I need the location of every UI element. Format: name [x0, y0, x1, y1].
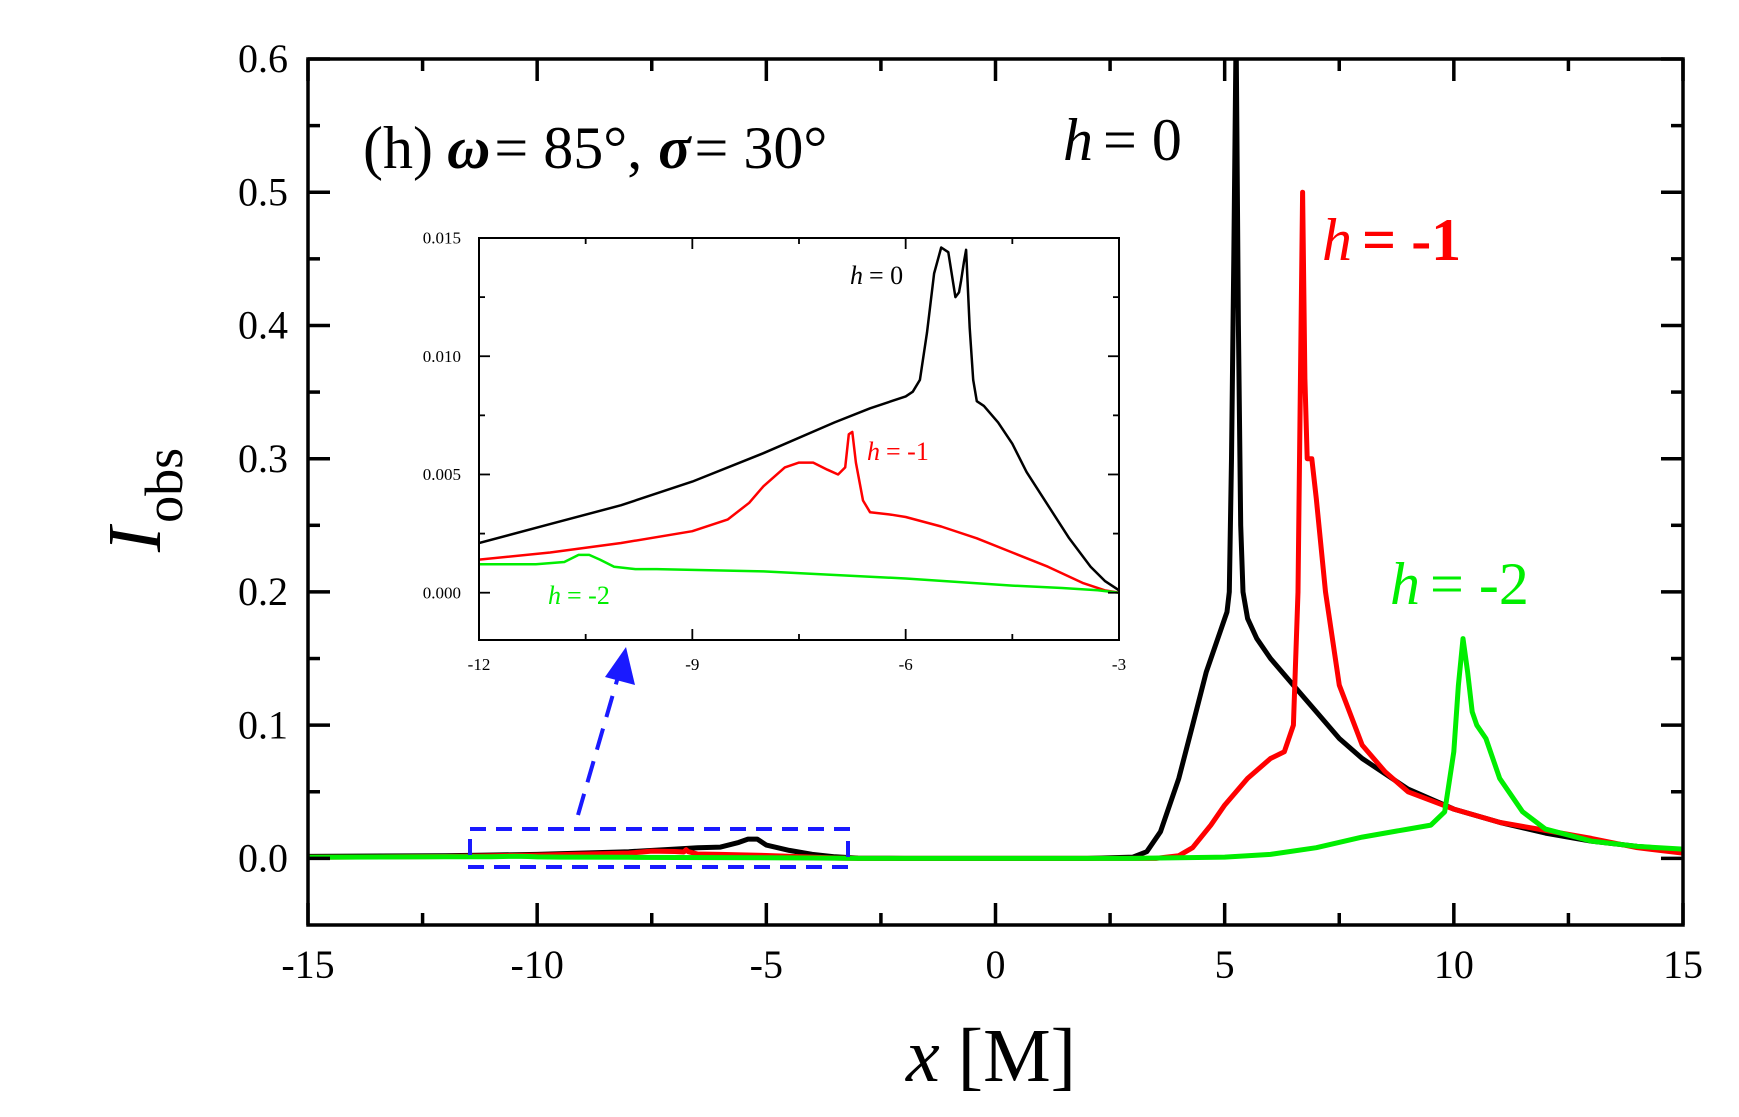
main-x-tick-label: -15 [281, 942, 334, 987]
main-y-tick-label: 0.0 [238, 836, 288, 881]
inset-y-tick-label: 0.005 [423, 465, 461, 484]
main-y-tick-label: 0.5 [238, 169, 288, 214]
x-axis-unit: [M] [958, 1014, 1076, 1098]
main-x-tick-label: -5 [750, 942, 783, 987]
main-series-group [308, 59, 1683, 861]
inset-label-h-2-val: = -2 [567, 581, 610, 610]
inset-y-tick-label: 0.010 [423, 347, 461, 366]
inset-series-line-0 [479, 246, 1119, 592]
main-label-h0-var: h [1063, 107, 1093, 173]
inset-x-tick-labels: -12 -9 -6 -3 [468, 655, 1126, 674]
main-label-h0-val: = 0 [1103, 107, 1182, 173]
x-axis-var: x [905, 1014, 940, 1098]
main-label-h0: h = 0 [1063, 107, 1182, 173]
main-x-tick-label: 5 [1215, 942, 1235, 987]
main-x-tick-label: 15 [1663, 942, 1703, 987]
main-x-tick-label: 0 [986, 942, 1006, 987]
main-label-h-1: h = -1 [1322, 207, 1461, 273]
inset-y-tick-label: 0.015 [423, 229, 461, 248]
main-series-line-0 [308, 59, 1683, 861]
inset-y-tick-label: 0.000 [423, 583, 461, 602]
inset-label-h0: h = 0 [850, 261, 903, 290]
x-axis-label: x [M] [905, 1014, 1076, 1098]
inset-x-tick-label: -6 [899, 655, 913, 674]
y-axis-label: Iobs [93, 448, 194, 553]
main-series-line-1 [308, 189, 1683, 861]
main-x-tick-labels: -15 -10 -5 0 5 10 15 [281, 942, 1703, 987]
inset-label-h-1: h = -1 [867, 437, 929, 466]
inset-label-h-1-val: = -1 [886, 437, 929, 466]
inset-x-tick-label: -12 [468, 655, 491, 674]
main-ticks [306, 57, 1685, 925]
inset-label-h-2-var: h [548, 581, 561, 610]
sigma-value: = 30° [695, 115, 828, 181]
zoom-arrow-head [605, 647, 635, 685]
inset-label-h-1-var: h [867, 437, 880, 466]
sigma-symbol: σ [658, 115, 692, 181]
main-y-tick-label: 0.3 [238, 436, 288, 481]
main-label-h-1-val: = -1 [1362, 207, 1461, 273]
inset-y-tick-labels: 0.000 0.005 0.010 0.015 [423, 229, 461, 603]
y-axis-main: I [93, 523, 177, 553]
main-y-tick-label: 0.6 [238, 36, 288, 81]
main-y-tick-labels: 0.0 0.1 0.2 0.3 0.4 0.5 0.6 [238, 36, 288, 880]
main-plot: -15 -10 -5 0 5 10 15 0.0 0.1 0.2 0.3 0.4 0.5 0.6 [238, 36, 1703, 987]
zoom-region-box [468, 827, 850, 869]
inset-label-h-2: h = -2 [548, 581, 610, 610]
main-x-tick-label: 10 [1434, 942, 1474, 987]
inset-ticks [478, 237, 1120, 640]
main-series-line-2 [308, 636, 1683, 861]
y-axis-sub: obs [134, 448, 194, 523]
inset-label-h0-val: = 0 [869, 261, 903, 290]
panel-label: (h) [363, 115, 433, 181]
inset-series-line-2 [479, 553, 1119, 594]
main-y-tick-label: 0.4 [238, 303, 288, 348]
main-label-h-1-var: h [1322, 207, 1352, 273]
main-x-tick-label: -10 [511, 942, 564, 987]
main-label-h-2: h = -2 [1390, 551, 1529, 617]
main-label-h-2-val: = -2 [1430, 551, 1529, 617]
omega-value: = 85°, [494, 115, 642, 181]
main-y-tick-label: 0.1 [238, 702, 288, 747]
inset-label-h0-var: h [850, 261, 863, 290]
inset-x-tick-label: -3 [1112, 655, 1126, 674]
inset-series-group [479, 246, 1119, 594]
inset-x-tick-label: -9 [685, 655, 699, 674]
zoom-arrow-line [576, 669, 622, 816]
inset-series-line-1 [479, 430, 1119, 594]
panel-title: (h) ω= 85°, σ= 30° [363, 115, 827, 181]
main-label-h-2-var: h [1390, 551, 1420, 617]
omega-symbol: ω [447, 115, 490, 181]
main-y-tick-label: 0.2 [238, 569, 288, 614]
